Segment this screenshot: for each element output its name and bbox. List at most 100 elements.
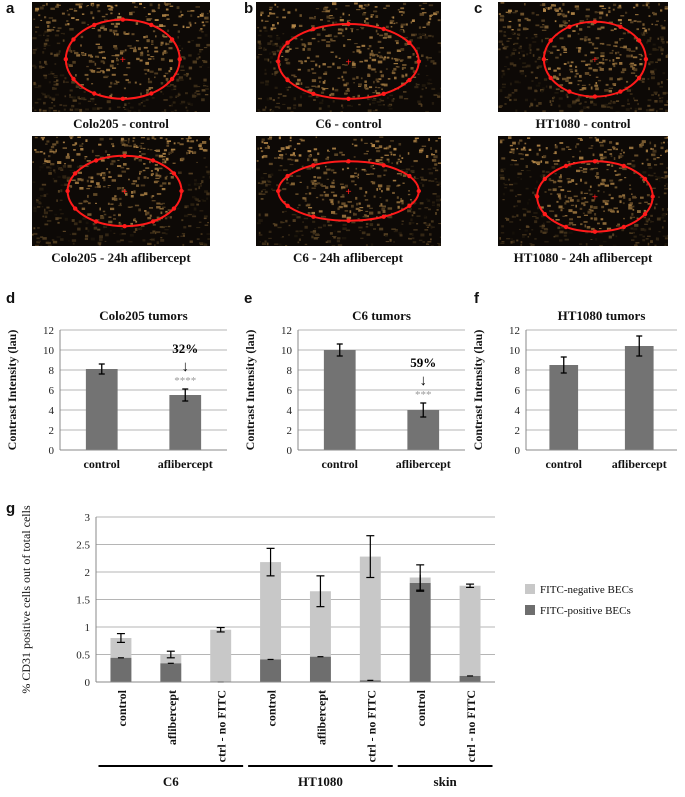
legend-label: FITC-positive BECs	[540, 605, 631, 617]
speckle	[413, 229, 418, 231]
speckle	[91, 4, 94, 7]
y-tick-label: 6	[49, 385, 55, 397]
speckle	[75, 85, 80, 88]
speckle	[359, 209, 363, 211]
speckle	[407, 209, 409, 213]
speckle	[46, 220, 52, 222]
speckle	[112, 145, 115, 148]
speckle	[613, 207, 618, 210]
speckle	[524, 3, 526, 6]
speckle	[590, 168, 595, 170]
speckle	[635, 242, 640, 244]
speckle	[366, 150, 369, 152]
speckle	[152, 224, 156, 226]
speckle	[199, 147, 203, 150]
speckle	[549, 51, 554, 54]
speckle	[188, 225, 192, 228]
speckle	[313, 158, 318, 161]
speckle	[274, 157, 277, 159]
speckle	[421, 88, 424, 91]
speckle	[271, 51, 276, 54]
speckle	[345, 90, 350, 92]
speckle	[44, 60, 47, 64]
speckle	[275, 45, 279, 47]
speckle	[108, 8, 112, 10]
speckle	[143, 105, 146, 107]
speckle	[49, 170, 52, 172]
speckle	[337, 207, 340, 211]
speckle	[374, 53, 378, 56]
speckle	[376, 149, 381, 153]
speckle	[150, 232, 155, 234]
speckle	[159, 24, 163, 27]
speckle	[90, 176, 94, 180]
speckle	[92, 107, 97, 111]
speckle	[501, 241, 505, 243]
speckle	[199, 66, 202, 68]
speckle	[400, 172, 403, 176]
outline-point	[541, 57, 547, 62]
speckle	[160, 57, 165, 61]
speckle	[600, 55, 605, 58]
speckle	[121, 144, 125, 146]
speckle	[419, 95, 423, 98]
speckle	[579, 243, 583, 245]
speckle	[53, 82, 58, 84]
speckle	[327, 149, 329, 152]
speckle	[114, 195, 117, 198]
speckle	[389, 21, 393, 24]
center-marker: +	[121, 186, 127, 198]
speckle	[41, 92, 44, 94]
speckle	[321, 10, 326, 13]
speckle	[561, 13, 565, 17]
speckle	[330, 169, 335, 172]
speckle	[198, 221, 202, 223]
speckle	[622, 68, 627, 71]
speckle	[585, 243, 588, 246]
speckle	[151, 56, 155, 58]
speckle	[553, 76, 557, 79]
speckle	[281, 221, 285, 224]
speckle	[546, 221, 551, 223]
speckle	[261, 193, 266, 195]
speckle	[77, 227, 81, 231]
speckle	[380, 74, 384, 78]
speckle	[543, 155, 547, 158]
speckle	[286, 178, 288, 181]
speckle	[302, 221, 304, 223]
speckle	[576, 143, 580, 146]
speckle	[162, 25, 166, 27]
speckle	[70, 136, 73, 140]
speckle	[379, 196, 382, 199]
speckle	[277, 22, 279, 25]
speckle	[529, 52, 532, 54]
outline-point	[618, 24, 623, 29]
speckle	[402, 11, 405, 14]
speckle	[426, 58, 429, 61]
speckle	[282, 95, 287, 97]
speckle	[126, 167, 130, 170]
speckle	[361, 27, 364, 30]
speckle	[54, 63, 57, 65]
speckle	[157, 7, 160, 10]
speckle	[59, 104, 63, 106]
speckle	[432, 201, 435, 204]
speckle	[370, 14, 374, 16]
speckle	[72, 50, 76, 52]
speckle	[119, 202, 122, 206]
speckle	[545, 49, 549, 53]
speckle	[272, 223, 276, 225]
speckle	[597, 27, 602, 31]
speckle	[617, 19, 622, 22]
speckle	[132, 180, 137, 183]
speckle	[660, 142, 663, 145]
speckle	[519, 45, 522, 48]
speckle	[561, 24, 566, 26]
speckle	[621, 228, 624, 232]
speckle	[575, 145, 577, 149]
speckle	[557, 226, 561, 230]
speckle	[609, 77, 613, 81]
speckle	[544, 191, 547, 193]
speckle	[190, 10, 195, 12]
speckle	[392, 191, 395, 194]
